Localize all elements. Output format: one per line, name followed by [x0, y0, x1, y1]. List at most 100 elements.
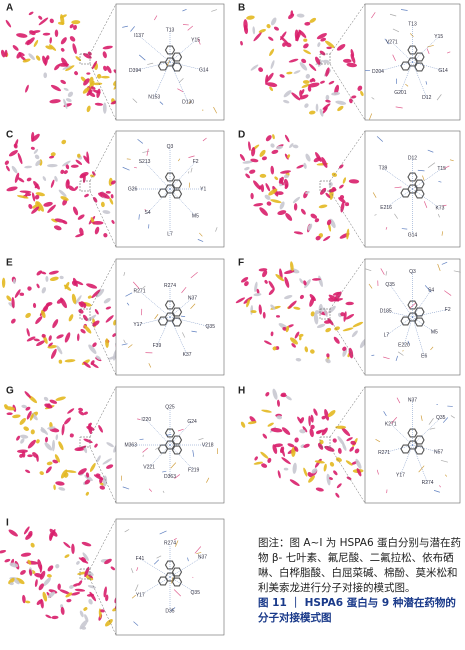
- protein-helix: [342, 327, 354, 332]
- h-bond: [169, 61, 189, 103]
- residue-label: T39: [379, 166, 388, 172]
- protein-helix: [299, 62, 308, 71]
- ligand-ring: [400, 444, 411, 454]
- residue-label: Y17: [396, 473, 405, 479]
- protein-helix: [20, 552, 32, 557]
- h-bond: [382, 168, 413, 190]
- protein-helix: [266, 72, 274, 83]
- protein-helix: [41, 309, 46, 319]
- zoom-region: [319, 53, 331, 65]
- side-chain: [383, 411, 387, 417]
- protein-helix: [271, 149, 279, 154]
- protein-helix: [59, 14, 67, 19]
- side-chain: [148, 488, 153, 492]
- protein-helix: [36, 201, 44, 212]
- protein-helix: [17, 177, 25, 183]
- side-chain: [154, 314, 159, 320]
- h-bond: [169, 316, 211, 327]
- protein-helix: [56, 334, 64, 339]
- protein-helix: [80, 329, 86, 334]
- protein-helix: [100, 609, 105, 613]
- protein-helix: [328, 80, 335, 85]
- protein-helix: [350, 440, 357, 446]
- protein-helix: [355, 458, 362, 469]
- side-chain: [430, 346, 434, 351]
- protein-helix: [91, 289, 101, 299]
- protein-helix: [314, 460, 325, 464]
- protein-helix: [269, 86, 274, 92]
- protein-helix: [28, 53, 35, 61]
- panel: A T13 Y15 G14 D130 N153 D394 I137: [0, 3, 225, 121]
- protein-helix: [110, 566, 116, 571]
- protein-helix: [270, 60, 275, 69]
- side-chain: [439, 485, 441, 488]
- ligand-ring: [414, 307, 425, 317]
- protein-helix: [262, 270, 268, 278]
- protein-helix: [304, 346, 309, 353]
- protein-helix: [39, 564, 43, 573]
- caption-title: 图 11 ｜ HSPA6 蛋白与 9 种潜在药物的分子对接模式图: [258, 597, 456, 624]
- h-bond: [144, 161, 171, 190]
- protein-helix: [277, 210, 287, 216]
- protein-helix: [269, 48, 275, 57]
- protein-helix: [325, 94, 330, 101]
- protein-helix: [302, 80, 310, 84]
- side-chain: [202, 137, 207, 142]
- residue-label: Q3: [167, 144, 174, 150]
- h-bond: [138, 35, 171, 63]
- side-chain: [190, 272, 198, 279]
- h-bond: [412, 316, 435, 333]
- protein-helix: [35, 160, 41, 167]
- protein-helix: [89, 462, 96, 472]
- protein-helix: [20, 438, 25, 444]
- residue-label: F219: [188, 468, 200, 474]
- protein-helix: [63, 87, 69, 91]
- h-bond: [385, 188, 413, 208]
- protein-helix: [287, 154, 291, 159]
- protein-helix: [94, 309, 99, 315]
- h-bond: [156, 316, 171, 346]
- side-chain: [371, 12, 376, 19]
- protein-helix: [240, 277, 249, 283]
- protein-helix: [1, 277, 6, 288]
- protein-helix: [74, 295, 82, 305]
- protein-helix: [111, 219, 115, 224]
- protein-helix: [293, 306, 301, 310]
- residue-label: Y15: [191, 38, 200, 44]
- protein-helix: [354, 448, 360, 454]
- side-chain: [126, 302, 130, 306]
- zoom-region: [79, 308, 91, 320]
- protein-helix: [285, 325, 290, 333]
- protein-helix: [342, 346, 347, 352]
- protein-helix: [285, 212, 293, 221]
- protein-helix: [65, 592, 73, 598]
- side-chain: [128, 344, 133, 349]
- protein-helix: [320, 37, 327, 42]
- protein-helix: [259, 207, 268, 216]
- protein-helix: [266, 82, 278, 88]
- protein-helix: [315, 487, 324, 492]
- side-chain: [199, 232, 203, 237]
- protein-helix: [304, 21, 311, 26]
- protein-helix: [70, 164, 79, 168]
- protein-helix: [86, 283, 98, 289]
- side-chain: [425, 81, 428, 85]
- protein-helix: [256, 288, 260, 294]
- side-chain: [422, 175, 425, 181]
- protein-helix: [284, 184, 288, 190]
- protein-helix: [263, 340, 272, 345]
- side-chain: [122, 166, 130, 171]
- protein-helix: [304, 103, 309, 108]
- protein-helix: [49, 276, 59, 281]
- zoom-region: [79, 568, 91, 580]
- protein-helix: [16, 33, 28, 38]
- protein-helix: [275, 274, 285, 282]
- connector: [89, 3, 117, 55]
- protein-helix: [65, 98, 72, 103]
- side-chain: [424, 285, 432, 293]
- h-bond: [386, 316, 413, 336]
- side-chain: [159, 101, 164, 105]
- protein-helix: [319, 108, 324, 117]
- protein-helix: [25, 533, 33, 540]
- protein-helix: [328, 305, 336, 314]
